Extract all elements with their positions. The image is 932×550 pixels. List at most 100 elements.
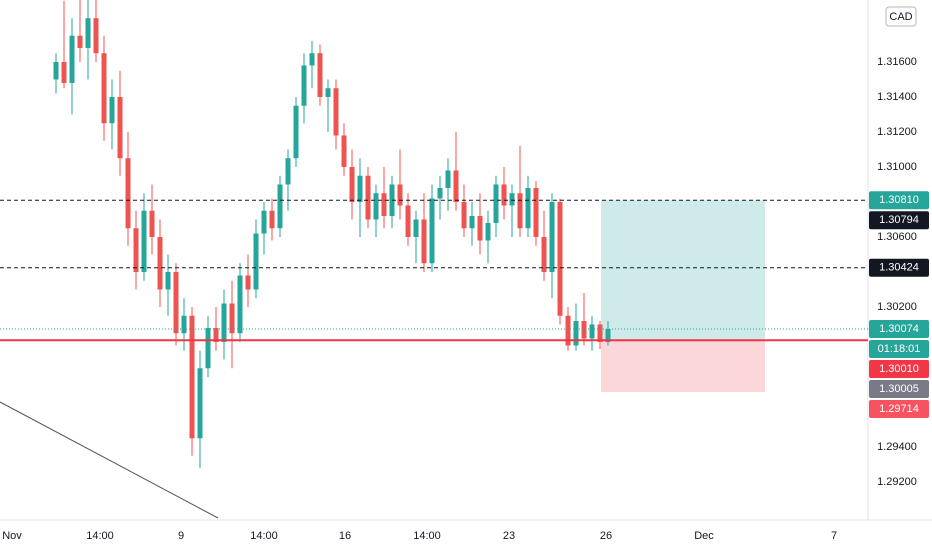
candle-body: [117, 96, 123, 159]
x-tick-label: 16: [339, 530, 351, 542]
candle-body: [245, 275, 251, 290]
x-tick-label: Nov: [2, 530, 22, 542]
candle-body: [101, 53, 107, 124]
price-badge: [869, 340, 929, 359]
candle-body: [589, 324, 595, 339]
candle-body: [373, 193, 379, 220]
candle-body: [109, 96, 115, 124]
candle-body: [277, 184, 283, 229]
candle-body: [269, 210, 275, 229]
candle-body: [53, 61, 59, 80]
candle-body: [365, 175, 371, 220]
candle-body: [461, 201, 467, 229]
candle-body: [405, 205, 411, 237]
price-badge: [869, 211, 929, 230]
x-tick-label: Dec: [694, 530, 714, 542]
candle-body: [213, 327, 219, 342]
price-badge-label: 1.30794: [879, 214, 919, 226]
price-badge: [869, 400, 929, 419]
currency-label[interactable]: CAD: [889, 11, 912, 23]
candle-body: [141, 210, 147, 272]
candle-body: [181, 315, 187, 334]
candle-body: [189, 315, 195, 439]
candle-body: [197, 368, 203, 439]
candle-body: [293, 105, 299, 159]
price-badge-label: 1.30005: [879, 383, 919, 395]
candle-body: [165, 271, 171, 290]
candle-body: [125, 158, 131, 229]
candle-body: [573, 320, 579, 346]
candle-body: [221, 303, 227, 342]
candle-body: [93, 18, 99, 54]
x-tick-label: 26: [600, 530, 612, 542]
target-zone: [601, 200, 765, 341]
candle-body: [597, 324, 603, 342]
candle-body: [533, 187, 539, 237]
candle-body: [453, 170, 459, 202]
y-tick-label: 1.30200: [877, 301, 917, 313]
candle-body: [349, 166, 355, 202]
y-tick-label: 1.31000: [877, 161, 917, 173]
candle-body: [413, 219, 419, 237]
candle-body: [325, 88, 331, 97]
candle-body: [157, 236, 163, 290]
candle-body: [253, 233, 259, 290]
candle-body: [333, 88, 339, 136]
candle-body: [77, 35, 83, 48]
price-badge: [869, 380, 929, 399]
x-tick-label: 23: [503, 530, 515, 542]
candle-body: [493, 184, 499, 223]
price-badge-label: 1.30424: [879, 262, 919, 274]
price-badge: [869, 320, 929, 339]
candle-body: [485, 222, 491, 241]
y-tick-label: 1.30600: [877, 231, 917, 243]
candle-body: [237, 275, 243, 334]
candle-body: [477, 215, 483, 241]
candle-body: [173, 271, 179, 334]
candle-body: [605, 329, 611, 342]
y-tick-label: 1.29400: [877, 441, 917, 453]
stop-zone: [601, 340, 765, 393]
candle-body: [429, 198, 435, 264]
candle-body: [133, 228, 139, 272]
candle-body: [469, 215, 475, 229]
candle-body: [261, 210, 267, 234]
price-badge-label: 1.30810: [879, 194, 919, 206]
candle-body: [69, 35, 75, 83]
price-badge: [869, 360, 929, 379]
candle-body: [205, 327, 211, 369]
candle-body: [317, 53, 323, 97]
y-tick-label: 1.29200: [877, 476, 917, 488]
currency-box[interactable]: [885, 6, 917, 27]
y-tick-label: 1.31200: [877, 126, 917, 138]
y-tick-label: 1.31600: [877, 56, 917, 68]
price-badge: [869, 191, 929, 210]
candle-body: [229, 303, 235, 334]
x-tick-label: 14:00: [413, 530, 441, 542]
price-badge-label: 01:18:01: [878, 343, 921, 355]
candle-body: [509, 193, 515, 206]
candle-body: [541, 236, 547, 272]
candle-body: [445, 170, 451, 188]
price-badge: [869, 258, 929, 277]
candle-body: [357, 175, 363, 202]
price-badge-label: 1.29714: [879, 403, 919, 415]
y-tick-label: 1.31400: [877, 91, 917, 103]
candle-body: [501, 184, 507, 206]
candle-body: [309, 53, 315, 66]
candle-body: [525, 187, 531, 229]
candle-body: [421, 219, 427, 264]
candle-body: [517, 193, 523, 229]
candle-body: [397, 184, 403, 206]
candle-body: [549, 201, 555, 272]
candle-body: [557, 201, 563, 316]
candle-body: [581, 320, 587, 339]
x-tick-label: 7: [831, 530, 837, 542]
candle-body: [285, 158, 291, 185]
candle-body: [61, 61, 67, 83]
candle-body: [149, 210, 155, 237]
candle-body: [301, 65, 307, 106]
candle-body: [381, 193, 387, 216]
candle-body: [85, 18, 91, 48]
price-badge-label: 1.30074: [879, 323, 919, 335]
